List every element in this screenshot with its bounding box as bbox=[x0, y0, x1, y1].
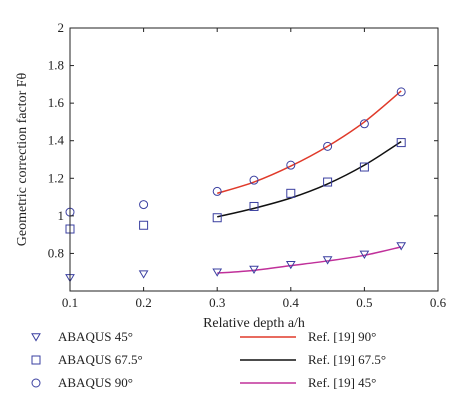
x-tick-label: 0.5 bbox=[356, 295, 372, 310]
series-1-point-7 bbox=[396, 138, 406, 148]
series-1-point-3 bbox=[249, 201, 259, 211]
series-1-point-1 bbox=[139, 220, 149, 230]
y-tick-label: 1.8 bbox=[48, 58, 64, 73]
y-tick-label: 1.4 bbox=[48, 133, 65, 148]
y-tick-label: 1.6 bbox=[48, 95, 65, 110]
series-2-point-3 bbox=[249, 175, 259, 185]
series-2-point-4 bbox=[286, 160, 296, 170]
plot-frame bbox=[69, 27, 439, 292]
legend-label-0: ABAQUS 45° bbox=[58, 329, 133, 344]
legend-label-1: ABAQUS 67.5° bbox=[58, 352, 143, 367]
y-tick-label: 1 bbox=[58, 208, 65, 223]
series-0-point-1 bbox=[138, 270, 149, 279]
series-2-point-5 bbox=[323, 141, 333, 151]
axis-ticks: 0.1 0.2 0.3 0.4 0.5 0.6 0.8 1 1.2 1.4 1.6 1.8 2 bbox=[48, 20, 447, 310]
x-tick-label: 0.1 bbox=[62, 295, 78, 310]
series-0-point-4 bbox=[285, 261, 296, 270]
series-2-point-6 bbox=[359, 119, 369, 129]
legend-label-5: Ref. [19] 45° bbox=[308, 375, 376, 390]
series-1-point-5 bbox=[323, 177, 333, 187]
x-tick-label: 0.2 bbox=[135, 295, 151, 310]
legend-label-2: ABAQUS 90° bbox=[58, 375, 133, 390]
legend-marker-0 bbox=[31, 333, 41, 342]
series-1-point-6 bbox=[359, 162, 369, 172]
series-0-point-3 bbox=[249, 265, 259, 274]
y-tick-label: 0.8 bbox=[48, 245, 64, 260]
legend-marker-1 bbox=[31, 355, 41, 365]
series-0-point-2 bbox=[212, 268, 223, 277]
series-0-point-5 bbox=[322, 256, 333, 265]
legend-label-4: Ref. [19] 67.5° bbox=[308, 352, 386, 367]
series-1-point-4 bbox=[286, 188, 296, 198]
legend-marker-2 bbox=[31, 378, 41, 388]
x-tick-label: 0.4 bbox=[283, 295, 300, 310]
series-0-point-7 bbox=[396, 242, 407, 251]
y-tick-label: 2 bbox=[58, 20, 65, 35]
series-1-point-2 bbox=[212, 213, 222, 223]
y-axis-label: Geometric correction factor Fθ bbox=[15, 72, 30, 246]
series-2-point-2 bbox=[212, 186, 222, 196]
y-tick-label: 1.2 bbox=[48, 170, 64, 185]
x-tick-label: 0.3 bbox=[209, 295, 225, 310]
series-2-point-1 bbox=[139, 200, 149, 210]
series-line-5 bbox=[217, 246, 402, 274]
x-tick-label: 0.6 bbox=[430, 295, 447, 310]
legend: ABAQUS 45° ABAQUS 67.5° ABAQUS 90° Ref. [19… bbox=[31, 329, 386, 390]
x-axis-label: Relative depth a/h bbox=[203, 316, 305, 331]
legend-label-3: Ref. [19] 90° bbox=[308, 329, 376, 344]
series-0-point-6 bbox=[359, 250, 370, 259]
series-2-point-7 bbox=[396, 87, 406, 97]
